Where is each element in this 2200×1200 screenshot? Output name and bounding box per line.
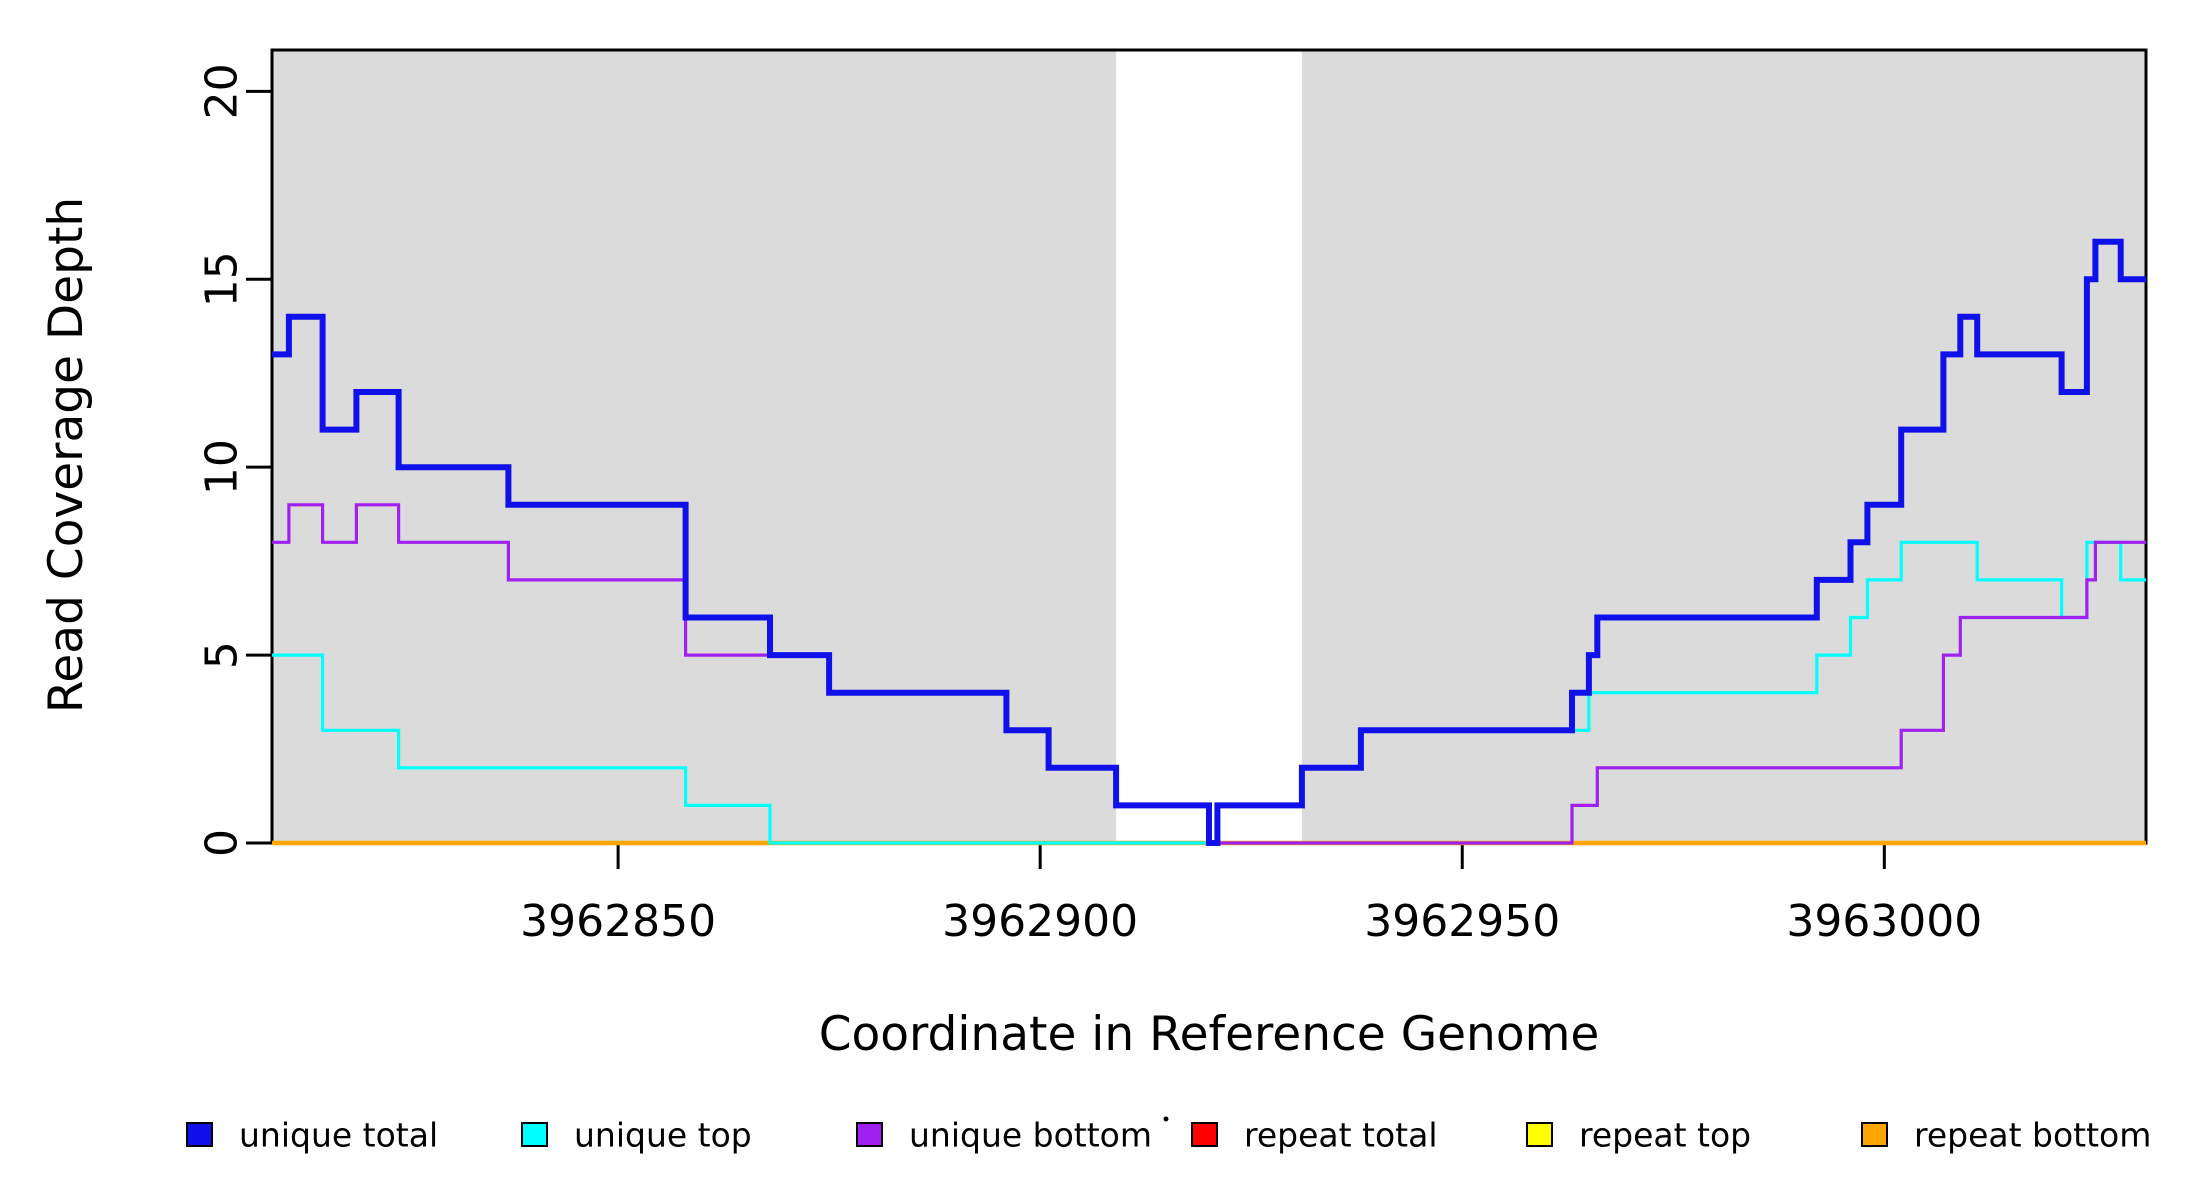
- legend-label: unique top: [574, 1116, 752, 1155]
- legend-swatch-unique-top: [521, 1122, 548, 1147]
- series-unique-total-line: [272, 238, 2146, 846]
- shaded-regions: [272, 50, 2146, 843]
- legend-item-repeat-bottom: repeat bottom: [1861, 1116, 2151, 1155]
- legend-item-repeat-total: repeat total: [1191, 1116, 1438, 1155]
- legend-label: unique bottom: [909, 1116, 1152, 1155]
- y-axis-title: Read Coverage Depth: [39, 197, 94, 713]
- axes: 3962850 3962900 3962950 3963000 0 5 10 15 20: [197, 48, 2148, 947]
- y-tick-label: 15: [197, 251, 248, 307]
- x-tick-label: 3962850: [520, 896, 716, 947]
- legend-item-unique-total: unique total: [186, 1116, 438, 1155]
- legend-item-unique-bottom: unique bottom: [856, 1116, 1152, 1155]
- y-tick-label: 5: [197, 641, 248, 669]
- legend-label: repeat total: [1244, 1116, 1438, 1155]
- legend-swatch-unique-total: [186, 1122, 213, 1147]
- y-tick-label: 10: [197, 439, 248, 495]
- x-tick-label: 3962900: [942, 896, 1138, 947]
- x-tick-label: 3963000: [1786, 896, 1982, 947]
- legend-item-unique-top: unique top: [521, 1116, 752, 1155]
- legend-swatch-repeat-bottom: [1861, 1122, 1888, 1147]
- legend-label: repeat top: [1579, 1116, 1751, 1155]
- legend-swatch-repeat-top: [1526, 1122, 1553, 1147]
- right-repeat-mask-band: [1301, 50, 2146, 843]
- stray-dot: [1163, 1116, 1169, 1122]
- legend: unique total unique top unique bottom repea…: [186, 1116, 2151, 1155]
- y-tick-label: 20: [197, 63, 248, 119]
- series-unique-top-line: [272, 540, 2146, 845]
- legend-label: repeat bottom: [1914, 1116, 2151, 1155]
- x-axis-title: Coordinate in Reference Genome: [819, 1007, 1600, 1062]
- left-repeat-mask-band: [272, 50, 1117, 843]
- x-tick-label: 3962950: [1364, 896, 1560, 947]
- y-tick-label: 0: [197, 829, 248, 857]
- legend-item-repeat-top: repeat top: [1526, 1116, 1751, 1155]
- legend-swatch-unique-bottom: [856, 1122, 883, 1147]
- series-lines: [272, 238, 2146, 846]
- legend-label: unique total: [239, 1116, 438, 1155]
- legend-swatch-repeat-total: [1191, 1122, 1218, 1147]
